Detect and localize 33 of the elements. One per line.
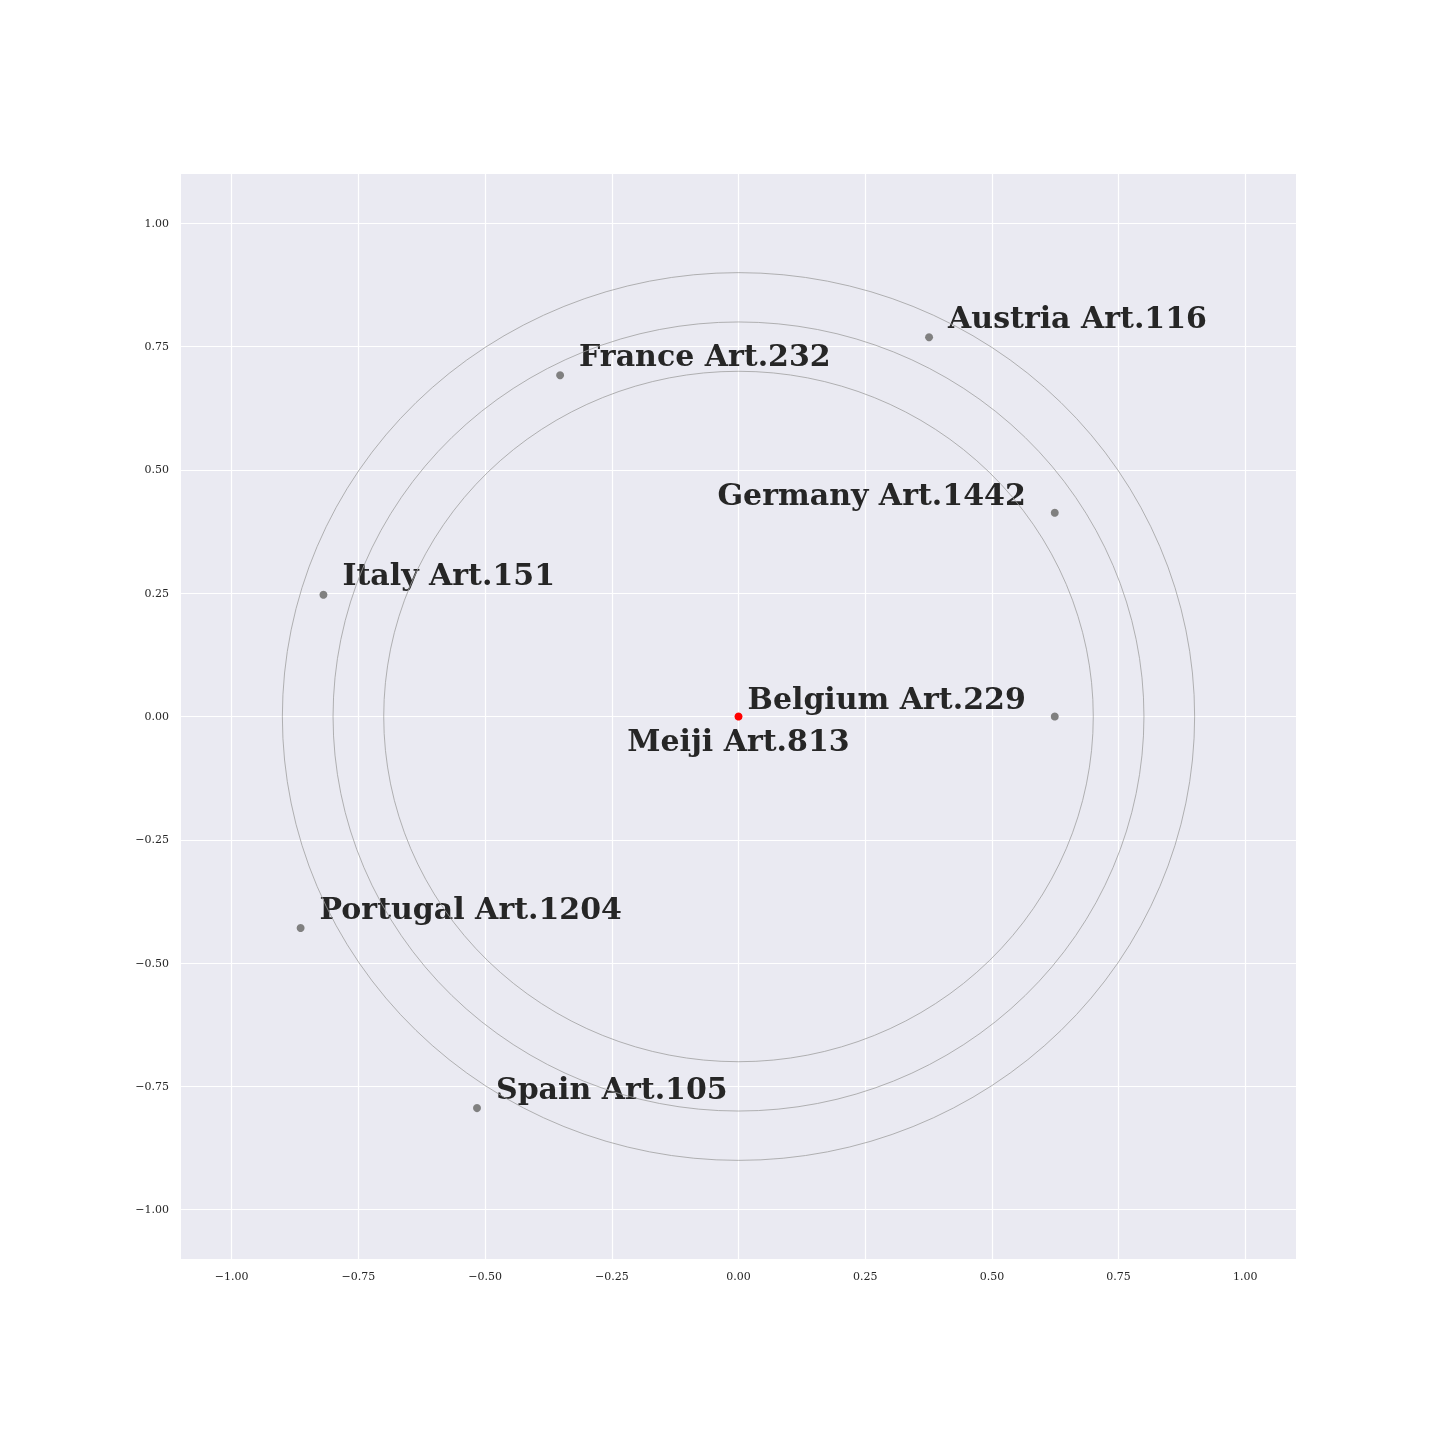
x-tick-label: 0.00 [726,1270,751,1283]
x-tick-label: −0.75 [341,1270,376,1283]
x-tick-label: 0.50 [979,1270,1005,1283]
y-tick-label: −1.00 [135,1203,169,1217]
x-tick-label: 1.00 [1233,1270,1258,1283]
data-label: Italy Art.151 [342,557,556,593]
x-tick-label: −0.25 [594,1270,629,1283]
data-label: Austria Art.116 [947,299,1207,335]
x-tick-label: 0.75 [1106,1270,1131,1283]
y-tick-label: 0.25 [144,586,169,600]
x-tick-label: −0.50 [468,1270,502,1283]
x-tick-label: 0.25 [852,1270,878,1283]
point [319,590,328,599]
data-label: France Art.232 [579,337,831,373]
data-label: Portugal Art.1204 [319,890,622,926]
data-label: Belgium Art.229 [747,681,1026,716]
data-label: Spain Art.105 [495,1070,728,1106]
point [556,371,565,380]
y-tick-label: 1.00 [144,216,169,230]
data-label: Germany Art.1442 [717,477,1026,513]
data-label: Meiji Art.813 [627,723,850,758]
y-tick-label: −0.50 [135,956,169,970]
x-tick-label: −1.00 [214,1270,249,1283]
y-tick-label: −0.75 [135,1079,169,1093]
y-tick-label: 0.00 [144,710,169,723]
point [296,924,305,933]
point [925,333,934,342]
y-tick-label: −0.25 [135,833,169,847]
point [1050,712,1059,721]
point [472,1104,481,1113]
point [1050,508,1059,517]
y-tick-label: 0.75 [144,340,169,354]
y-tick-label: 0.50 [144,463,169,477]
